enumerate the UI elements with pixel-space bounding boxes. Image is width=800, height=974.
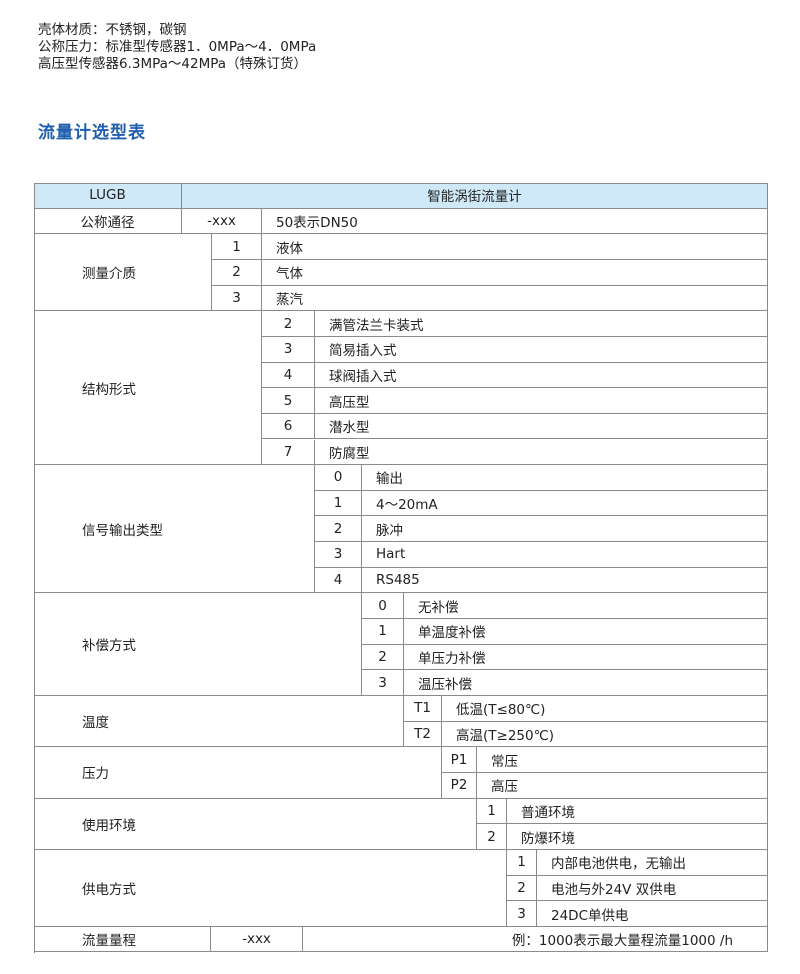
nominal-pressure-text: 公称压力：标准型传感器1．0MPa～4．0MPa (38, 39, 317, 55)
option-code: P2 (442, 772, 477, 799)
option-text: 潜水型 (315, 413, 768, 440)
option-code: 1 (477, 798, 507, 825)
header-model-cell: LUGB (34, 183, 182, 209)
code-cell: -xxx (211, 926, 303, 953)
option-text: 蒸汽 (262, 285, 768, 312)
code-cell: -xxx (182, 208, 262, 235)
option-text: 满管法兰卡装式 (315, 311, 768, 337)
option-text: 输出 (362, 465, 768, 491)
option-text: 无补偿 (404, 593, 768, 620)
row-label: 流量量程 (34, 926, 211, 953)
group-label: 补偿方式 (34, 593, 362, 696)
option-text: 常压 (477, 747, 768, 773)
option-code: P1 (442, 747, 477, 773)
option-text: Hart (362, 542, 768, 568)
option-code: 2 (507, 875, 537, 902)
option-code: 1 (362, 619, 404, 645)
option-text: 液体 (262, 234, 768, 260)
option-text: 脉冲 (362, 516, 768, 543)
option-code: 3 (262, 336, 315, 363)
option-code: 3 (362, 670, 404, 696)
option-code: 0 (315, 465, 362, 491)
option-code: 4 (262, 362, 315, 389)
option-code: T2 (404, 721, 442, 748)
option-text: 内部电池供电，无输出 (537, 849, 768, 876)
option-code: 1 (507, 849, 537, 876)
group-label: 测量介质 (34, 234, 212, 312)
group-label: 压力 (34, 747, 442, 799)
desc-cell: 例：1000表示最大量程流量1000 /h (303, 926, 768, 953)
option-code: 3 (315, 542, 362, 568)
option-text: 球阀插入式 (315, 362, 768, 389)
group-label: 供电方式 (34, 849, 507, 927)
option-code: 6 (262, 413, 315, 440)
option-code: 2 (315, 516, 362, 543)
option-code: 2 (477, 824, 507, 850)
option-text: 高压型 (315, 388, 768, 414)
row-label: 公称通径 (34, 208, 182, 235)
option-code: 1 (315, 490, 362, 517)
option-text: 低温(T≤80℃) (442, 696, 768, 722)
option-text: 简易插入式 (315, 336, 768, 363)
housing-material-text: 壳体材质：不锈钢，碳钢 (38, 22, 187, 38)
option-text: 气体 (262, 259, 768, 286)
group-label: 温度 (34, 696, 404, 748)
option-text: 单压力补偿 (404, 644, 768, 671)
option-text: 24DC单供电 (537, 901, 768, 927)
option-code: 3 (507, 901, 537, 927)
option-code: 2 (362, 644, 404, 671)
group-label: 结构形式 (34, 311, 262, 466)
option-code: 3 (212, 285, 262, 312)
desc-cell: 50表示DN50 (262, 208, 768, 235)
option-text: 高温(T≥250℃) (442, 721, 768, 748)
option-text: 温压补偿 (404, 670, 768, 696)
option-text: 防腐型 (315, 439, 768, 466)
option-text: 防爆环境 (507, 824, 768, 850)
group-label: 使用环境 (34, 798, 477, 850)
option-code: 0 (362, 593, 404, 620)
header-name-cell: 智能涡街流量计 (182, 183, 768, 209)
option-text: 4～20mA (362, 490, 768, 517)
option-code: 2 (262, 311, 315, 337)
group-label: 信号输出类型 (34, 465, 315, 594)
option-code: 4 (315, 567, 362, 594)
option-code: 5 (262, 388, 315, 414)
option-code: T1 (404, 696, 442, 722)
option-code: 7 (262, 439, 315, 466)
option-code: 1 (212, 234, 262, 260)
section-title: 流量计选型表 (38, 123, 146, 143)
option-text: RS485 (362, 567, 768, 594)
option-code: 2 (212, 259, 262, 286)
option-text: 单温度补偿 (404, 619, 768, 645)
option-text: 高压 (477, 772, 768, 799)
option-text: 普通环境 (507, 798, 768, 825)
high-pressure-text: 高压型传感器6.3MPa～42MPa（特殊订货） (38, 56, 308, 72)
option-text: 电池与外24V 双供电 (537, 875, 768, 902)
